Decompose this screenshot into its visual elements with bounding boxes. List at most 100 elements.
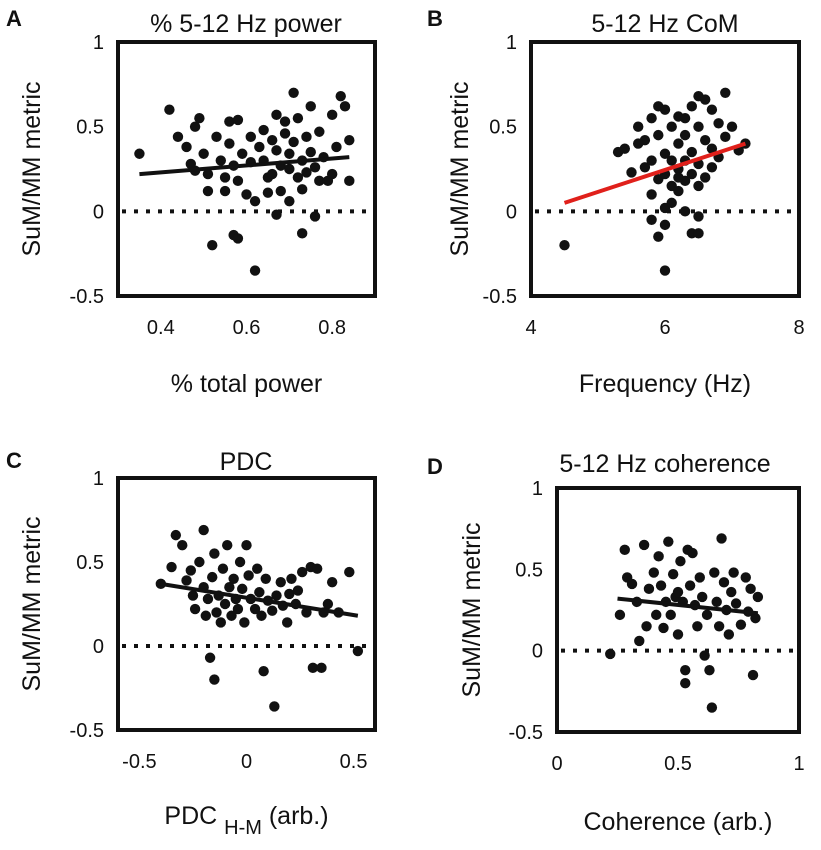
data-point [164, 104, 175, 115]
panel-letter: A [6, 6, 22, 31]
data-point [633, 121, 644, 132]
data-point [726, 121, 738, 132]
data-point [648, 567, 659, 578]
data-point [232, 603, 244, 615]
data-point [666, 155, 677, 166]
data-point [646, 214, 657, 225]
data-point [309, 211, 321, 222]
y-tick-label: -0.5 [483, 286, 517, 308]
data-point [172, 131, 184, 143]
x-tick-label: 0.5 [664, 753, 692, 775]
data-point [559, 240, 570, 251]
data-point [693, 121, 704, 132]
data-point [675, 556, 686, 567]
data-point [269, 701, 280, 712]
fit-line [139, 155, 350, 177]
x-axis-label: PDC H-M (arb.) [164, 802, 328, 839]
data-point [237, 583, 248, 595]
data-point [296, 184, 308, 195]
panel-a: A % 5-12 Hz power 1 0.5 0 -0.5 0.4 0.6 0.8 SuM/MM… [6, 6, 377, 398]
data-point [673, 185, 684, 197]
data-point [699, 650, 710, 661]
data-point [305, 101, 316, 112]
data-point [239, 617, 250, 628]
data-point [658, 622, 669, 634]
data-point [271, 109, 282, 121]
data-point [651, 609, 662, 621]
x-tick-label: 0 [241, 751, 252, 773]
data-point [198, 148, 209, 159]
panel-b: B 5-12 Hz CoM 1 0.5 0 -0.5 4 6 8 SuM/MM metric Fre… [427, 6, 805, 398]
data-point [245, 131, 256, 143]
data-point [693, 180, 704, 192]
data-point [704, 664, 715, 676]
data-point [237, 148, 248, 159]
data-point [326, 576, 338, 588]
data-point [672, 629, 684, 640]
data-point [187, 590, 199, 601]
data-point [713, 118, 724, 129]
plot-frame [529, 40, 801, 298]
x-tick-label: 4 [525, 317, 536, 339]
data-point [301, 167, 312, 178]
data-point [166, 561, 177, 573]
data-point [194, 556, 205, 568]
y-axis-label: SuM/MM metric [458, 523, 486, 698]
y-tick-label: 0 [532, 641, 543, 663]
data-point [693, 228, 704, 239]
data-point [262, 187, 274, 198]
data-point [249, 195, 261, 207]
data-point [700, 172, 711, 183]
data-point [638, 539, 650, 551]
data-point [619, 143, 630, 154]
data-point [232, 233, 244, 244]
data-point [747, 669, 759, 681]
panel-letter: D [427, 454, 443, 479]
data-point [706, 702, 718, 713]
data-point [619, 544, 630, 556]
data-point [234, 556, 246, 568]
data-point [292, 585, 304, 596]
x-tick-label: 0.4 [147, 317, 175, 339]
data-point [202, 168, 214, 180]
data-point [659, 148, 671, 159]
y-tick-label: 1 [93, 468, 104, 490]
data-point [260, 573, 271, 584]
data-point [249, 265, 261, 276]
data-point [286, 573, 297, 584]
data-point [314, 126, 325, 137]
data-point [258, 666, 269, 677]
data-point [198, 524, 209, 536]
data-point [296, 228, 308, 239]
data-point [189, 121, 201, 132]
data-point [723, 629, 735, 640]
data-point [211, 131, 222, 143]
data-point [352, 645, 364, 657]
data-point [684, 580, 696, 591]
x-tick-label: 0.5 [340, 751, 368, 773]
data-point [209, 674, 220, 685]
data-point [207, 571, 218, 583]
data-point [706, 162, 718, 173]
data-point [258, 124, 269, 136]
data-point [713, 621, 725, 632]
data-point [170, 529, 182, 541]
data-point [252, 563, 263, 574]
data-point [680, 664, 691, 676]
x-tick-label: 6 [659, 317, 670, 339]
data-point [326, 109, 338, 121]
data-point [673, 172, 684, 183]
data-point [665, 609, 676, 621]
data-point [697, 591, 708, 603]
data-point [254, 141, 265, 153]
data-point [709, 567, 720, 578]
data-point [256, 610, 267, 621]
data-point [344, 566, 355, 578]
data-point [634, 635, 645, 647]
panel-letter: B [427, 6, 443, 31]
data-point [331, 141, 342, 153]
data-point [720, 131, 731, 143]
data-point [626, 578, 638, 590]
data-point [643, 583, 655, 595]
data-point [745, 583, 756, 595]
